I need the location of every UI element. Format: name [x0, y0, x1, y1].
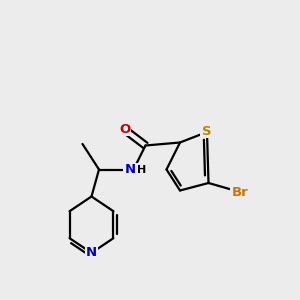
FancyBboxPatch shape: [85, 247, 98, 259]
Text: N: N: [86, 246, 97, 260]
FancyBboxPatch shape: [230, 186, 250, 198]
Text: S: S: [202, 125, 212, 139]
Text: O: O: [119, 123, 130, 136]
FancyBboxPatch shape: [200, 126, 214, 138]
FancyBboxPatch shape: [123, 163, 144, 176]
Text: N: N: [125, 163, 136, 176]
Text: Br: Br: [232, 185, 248, 199]
FancyBboxPatch shape: [118, 123, 131, 136]
Text: H: H: [137, 165, 146, 176]
